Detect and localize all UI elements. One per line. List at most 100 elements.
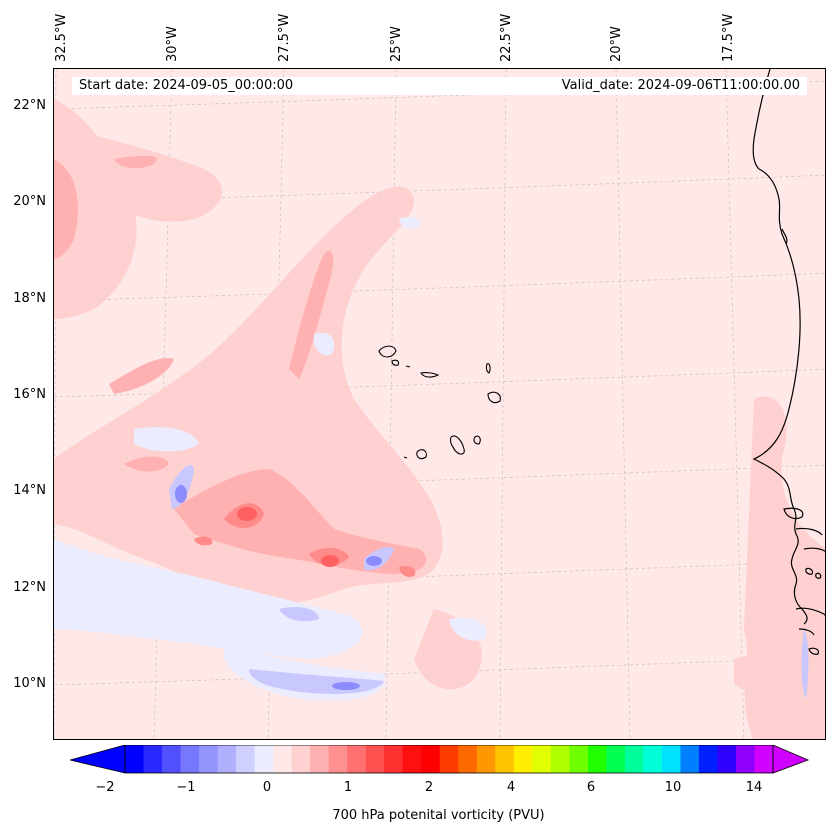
- neg-core-2: [366, 556, 382, 566]
- neg-mid-3: [279, 607, 319, 622]
- colorbar-cells: [125, 745, 774, 773]
- island-santo-antao: [378, 345, 397, 358]
- colorbar-cell: [717, 745, 737, 773]
- neg-core-1: [175, 485, 187, 503]
- colorbar-cell: [624, 745, 644, 773]
- colorbar-cell: [606, 745, 626, 773]
- colorbar-cell: [587, 745, 607, 773]
- island-santa-luzia: [405, 365, 411, 368]
- colorbar-tick-2: 2: [424, 780, 434, 795]
- lon-label-25w: 25°W: [389, 26, 404, 62]
- neg-belt-1: [134, 427, 199, 452]
- colorbar-tick-neg2: −2: [95, 780, 115, 795]
- colorbar-cell: [365, 745, 385, 773]
- coast-mainland: [752, 69, 808, 625]
- colorbar-cell: [735, 745, 755, 773]
- gridline-lon-25: [385, 69, 397, 739]
- colorbar: [70, 745, 810, 774]
- colorbar-cell: [384, 745, 404, 773]
- island-sao-vicente: [391, 359, 400, 366]
- neg-belt-2: [54, 539, 363, 659]
- island-fogo: [416, 449, 427, 460]
- pv-positive-light: [54, 99, 825, 739]
- colorbar-outline: [124, 745, 774, 774]
- colorbar-arrow-max: [772, 745, 810, 774]
- se-patch: [734, 655, 814, 695]
- gridline-lon-175: [725, 69, 745, 739]
- colorbar-cell: [310, 745, 330, 773]
- island-santiago: [449, 435, 465, 455]
- neg-core-3: [332, 682, 360, 690]
- peak-1: [237, 507, 257, 521]
- island-boa-vista: [487, 391, 501, 404]
- streak-north: [54, 159, 78, 259]
- colorbar-tick-4: 4: [506, 780, 516, 795]
- lat-label-16n: 16°N: [13, 387, 46, 402]
- lat-label-20n: 20°N: [13, 194, 46, 209]
- lon-label-17-5w: 17.5°W: [721, 13, 736, 62]
- gridline-lat-18: [54, 272, 825, 302]
- neg-patch-6: [449, 617, 487, 641]
- colorbar-tick-neg1: −1: [176, 780, 196, 795]
- plume-main: [54, 186, 443, 605]
- island-brava: [403, 456, 408, 459]
- lat-label-12n: 12°N: [13, 580, 46, 595]
- lon-label-22-5w: 22.5°W: [499, 13, 514, 62]
- colorbar-cell: [254, 745, 274, 773]
- colorbar-tick-1: 1: [343, 780, 353, 795]
- pv-field-map: [54, 69, 825, 739]
- pv-negative-strong: [175, 485, 382, 690]
- lat-label-10n: 10°N: [13, 676, 46, 691]
- coast-guinea-bissau: [803, 547, 825, 552]
- valid-date-label: Valid_date: 2024-09-06T11:00:00.00: [561, 78, 800, 93]
- cape-verde-islands: [378, 345, 501, 460]
- island-maio: [473, 435, 481, 445]
- start-date-label: Start date: 2024-09-05_00:00:00: [79, 78, 294, 93]
- colorbar-cell: [495, 745, 515, 773]
- island-sao-nicolau: [420, 372, 440, 378]
- colorbar-cell: [754, 745, 774, 773]
- colorbar-cell: [180, 745, 200, 773]
- gridline-lon-20: [615, 69, 631, 739]
- core-belt: [174, 469, 427, 574]
- lon-label-20w: 20°W: [609, 26, 624, 62]
- pv-positive-mid: [54, 155, 427, 574]
- colorbar-title: 700 hPa potenital vorticity (PVU): [332, 808, 545, 823]
- plume-north: [68, 129, 223, 222]
- lat-label-14n: 14°N: [13, 483, 46, 498]
- lon-label-27-5w: 27.5°W: [277, 13, 292, 62]
- colorbar-cell: [273, 745, 293, 773]
- lat-label-22n: 22°N: [13, 98, 46, 113]
- coast-bijagos-2: [815, 572, 822, 579]
- streak-4: [124, 456, 169, 472]
- neg-patch-4: [313, 332, 335, 356]
- lat-label-18n: 18°N: [13, 291, 46, 306]
- colorbar-cell: [513, 745, 533, 773]
- colorbar-cell: [125, 745, 145, 773]
- peak-2: [321, 555, 339, 567]
- pv-negative-light: [54, 216, 487, 701]
- core-3: [194, 536, 213, 546]
- colorbar-cell: [143, 745, 163, 773]
- colorbar-cell: [421, 745, 441, 773]
- colorbar-cell: [217, 745, 237, 773]
- coast-inlet-1: [781, 228, 788, 245]
- date-info-bar: Start date: 2024-09-05_00:00:00 Valid_da…: [72, 77, 807, 95]
- colorbar-cell: [291, 745, 311, 773]
- colorbar-cell: [698, 745, 718, 773]
- colorbar-cell: [199, 745, 219, 773]
- colorbar-cell: [328, 745, 348, 773]
- colorbar-cell: [569, 745, 589, 773]
- colorbar-cell: [458, 745, 478, 773]
- colorbar-tick-6: 6: [586, 780, 596, 795]
- coast-islets: [808, 647, 819, 655]
- streak-3: [289, 250, 334, 379]
- colorbar-cell: [550, 745, 570, 773]
- colorbar-cell: [402, 745, 422, 773]
- colorbar-cell: [162, 745, 182, 773]
- colorbar-tick-0: 0: [262, 780, 272, 795]
- colorbar-cell: [661, 745, 681, 773]
- map-panel: [53, 68, 826, 740]
- streak-1: [114, 155, 157, 169]
- core-4: [399, 566, 416, 577]
